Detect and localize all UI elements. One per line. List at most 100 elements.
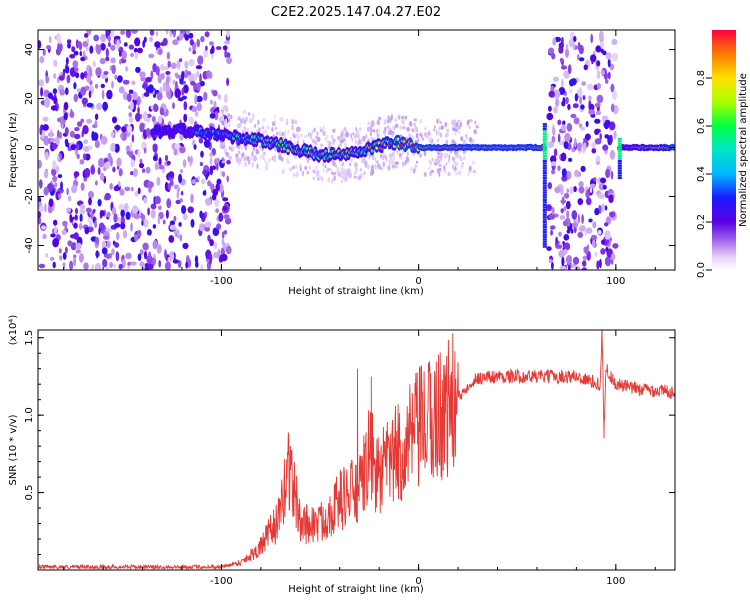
noise-blob: [158, 205, 162, 211]
noise-blob: [357, 133, 360, 137]
noise-blob: [414, 164, 417, 170]
noise-blob: [88, 90, 92, 99]
noise-blob: [170, 253, 175, 260]
noise-blob: [281, 168, 285, 175]
noise-blob: [237, 144, 241, 150]
noise-blob: [271, 126, 274, 132]
noise-blob: [139, 71, 146, 78]
noise-blob: [80, 72, 85, 80]
noise-blob: [183, 101, 188, 111]
noise-blob: [372, 154, 375, 161]
noise-blob: [147, 84, 154, 94]
noise-blob: [131, 134, 135, 143]
noise-blob: [595, 155, 601, 163]
colorbar-tick-label: 0.6: [696, 118, 707, 134]
noise-blob: [209, 253, 213, 263]
noise-blob: [573, 186, 577, 193]
noise-blob: [600, 248, 606, 255]
noise-blob: [214, 111, 219, 121]
noise-blob: [137, 106, 140, 114]
noise-blob: [249, 117, 253, 124]
noise-blob: [51, 143, 58, 150]
noise-blob: [166, 75, 170, 83]
noise-blob: [561, 256, 565, 267]
noise-blob: [120, 209, 125, 218]
noise-blob: [550, 229, 553, 236]
edge-streak: [542, 203, 547, 207]
noise-blob: [601, 203, 605, 212]
noise-blob: [54, 225, 57, 234]
noise-blob: [128, 150, 134, 158]
noise-blob: [391, 131, 395, 135]
noise-blob: [399, 125, 403, 130]
noise-blob: [41, 225, 46, 230]
noise-blob: [141, 93, 145, 99]
noise-blob: [454, 166, 457, 172]
noise-blob: [331, 140, 335, 145]
noise-blob: [590, 55, 596, 62]
noise-blob: [274, 120, 276, 126]
noise-blob: [261, 125, 265, 130]
noise-blob: [579, 225, 586, 232]
noise-blob: [64, 223, 68, 231]
noise-blob: [340, 168, 343, 175]
noise-blob: [331, 178, 334, 184]
noise-blob: [108, 41, 111, 48]
noise-blob: [175, 74, 183, 79]
noise-blob: [203, 189, 207, 196]
noise-blob: [150, 203, 157, 210]
noise-blob: [274, 114, 276, 120]
noise-blob: [73, 171, 80, 178]
noise-blob: [47, 132, 55, 137]
noise-blob: [205, 45, 208, 51]
noise-blob: [278, 154, 282, 160]
noise-blob: [176, 190, 179, 199]
noise-blob: [75, 207, 78, 215]
noise-blob: [343, 126, 347, 131]
noise-blob: [73, 93, 79, 103]
noise-blob: [594, 128, 600, 135]
noise-blob: [246, 127, 250, 133]
noise-blob: [188, 47, 192, 52]
noise-blob: [312, 176, 316, 180]
colorbar-tick-label: 0.0: [696, 262, 707, 278]
noise-blob: [166, 198, 172, 209]
noise-blob: [322, 125, 325, 131]
noise-blob: [578, 123, 583, 128]
edge-streak: [617, 162, 622, 165]
noise-blob: [159, 107, 164, 116]
noise-blob: [89, 45, 94, 54]
noise-blob: [79, 50, 83, 57]
edge-streak: [542, 154, 547, 158]
noise-blob: [594, 138, 602, 145]
noise-blob: [142, 111, 148, 122]
noise-blob: [565, 255, 573, 265]
spectrogram-xtick-label: -100: [210, 276, 233, 287]
noise-blob: [559, 265, 567, 270]
noise-blob: [588, 218, 593, 223]
noise-blob: [600, 48, 604, 54]
noise-blob: [465, 134, 469, 141]
noise-blob: [43, 169, 49, 179]
noise-blob: [135, 66, 141, 73]
noise-blob: [128, 44, 135, 50]
ridge-core: [370, 149, 374, 153]
noise-blob: [76, 143, 80, 151]
noise-blob: [148, 251, 152, 260]
edge-streak: [542, 216, 547, 219]
noise-blob: [416, 160, 418, 164]
noise-blob: [390, 114, 393, 121]
noise-blob: [438, 126, 442, 130]
noise-blob: [113, 223, 121, 228]
noise-blob: [181, 70, 185, 81]
noise-blob: [376, 128, 379, 135]
noise-blob: [69, 213, 73, 223]
noise-blob: [331, 171, 335, 176]
noise-blob: [111, 207, 117, 216]
noise-blob: [137, 187, 141, 195]
noise-blob: [353, 175, 357, 179]
noise-blob: [103, 253, 111, 259]
noise-blob: [79, 213, 83, 222]
noise-blob: [38, 40, 41, 49]
noise-blob: [190, 80, 196, 86]
